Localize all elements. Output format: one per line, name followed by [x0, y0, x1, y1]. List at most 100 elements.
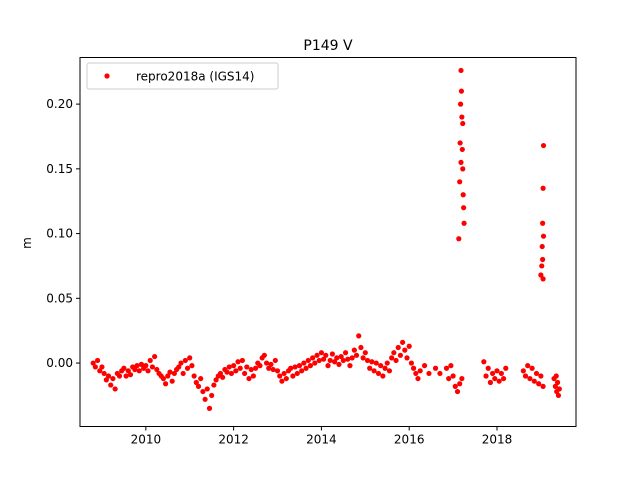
data-point [235, 359, 241, 365]
data-point [540, 142, 547, 149]
data-point [220, 374, 226, 380]
data-points [90, 67, 562, 411]
data-point [369, 359, 375, 365]
data-point [184, 365, 191, 371]
data-point [371, 368, 377, 374]
data-point [97, 368, 103, 374]
legend: repro2018a (IGS14) [86, 62, 279, 90]
data-point [191, 373, 197, 379]
data-point [99, 364, 105, 370]
y-axis-label: m [20, 237, 34, 249]
data-point [94, 357, 101, 364]
data-point [189, 363, 195, 369]
data-point [279, 378, 285, 384]
data-point [301, 360, 307, 366]
data-point [457, 381, 463, 387]
data-point [127, 372, 134, 378]
x-tick-label: 2012 [218, 433, 249, 447]
legend-marker [104, 73, 110, 79]
data-point [239, 357, 246, 364]
data-point [380, 373, 386, 379]
data-point [281, 370, 287, 377]
data-point [527, 375, 533, 382]
data-point [351, 347, 357, 353]
data-point [389, 355, 395, 361]
data-point [448, 363, 454, 369]
data-point [132, 366, 138, 373]
data-point [198, 375, 204, 382]
data-point [393, 357, 399, 364]
data-point [202, 396, 208, 402]
data-point [349, 355, 355, 361]
data-point [187, 355, 193, 361]
data-point [288, 365, 294, 371]
data-point [268, 361, 274, 367]
data-point [375, 370, 382, 377]
data-point [316, 357, 322, 364]
data-point [105, 373, 112, 379]
data-point [261, 352, 267, 358]
data-point [121, 365, 127, 371]
data-point [92, 364, 98, 370]
legend-label: repro2018a (IGS14) [136, 70, 254, 84]
data-point [395, 344, 401, 351]
data-point [456, 236, 462, 242]
data-point [327, 357, 333, 364]
data-point [345, 356, 351, 362]
x-tick-label: 2018 [482, 433, 513, 447]
data-point [529, 365, 535, 371]
data-point [116, 373, 123, 379]
data-point [250, 373, 256, 379]
data-point [391, 350, 397, 356]
x-tick-label: 2016 [394, 433, 425, 447]
data-point [314, 352, 320, 358]
data-point [540, 276, 546, 282]
data-point [408, 360, 414, 366]
data-point [538, 373, 544, 379]
data-point [358, 344, 364, 351]
data-point [217, 370, 224, 377]
data-point [180, 370, 186, 377]
data-point [209, 392, 215, 399]
data-point [277, 373, 283, 379]
data-point [329, 351, 335, 357]
data-point [554, 379, 561, 386]
data-point [461, 220, 467, 226]
data-point [193, 379, 199, 386]
data-point [459, 114, 465, 120]
data-point [384, 360, 390, 366]
data-point [458, 88, 465, 94]
data-point [182, 357, 188, 364]
data-point [171, 370, 177, 377]
data-point [294, 370, 300, 377]
data-point [342, 350, 349, 356]
y-tick-label: 0.00 [46, 356, 73, 370]
x-tick-label: 2010 [131, 433, 162, 447]
data-point [410, 365, 417, 371]
data-point [178, 360, 184, 366]
data-point [206, 405, 213, 411]
data-point [540, 220, 546, 226]
data-point [90, 360, 96, 366]
data-point [556, 386, 562, 392]
legend-box [86, 62, 279, 90]
data-point [303, 365, 309, 371]
chart-title: P149 V [303, 38, 353, 54]
data-point [481, 359, 487, 365]
data-point [248, 366, 254, 373]
data-point [143, 363, 149, 369]
data-point [272, 357, 278, 364]
data-point [555, 392, 562, 399]
data-point [147, 357, 153, 364]
data-point [353, 352, 360, 358]
data-point [485, 365, 491, 371]
data-point [457, 101, 464, 107]
data-point [402, 347, 408, 353]
data-point [446, 375, 452, 382]
data-point [211, 382, 217, 388]
data-point [263, 360, 270, 366]
data-point [373, 360, 379, 366]
data-point [460, 192, 466, 198]
data-point [406, 343, 412, 349]
